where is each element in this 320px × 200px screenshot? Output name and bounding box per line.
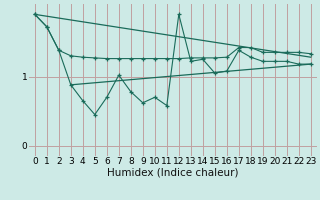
X-axis label: Humidex (Indice chaleur): Humidex (Indice chaleur) [107,168,238,178]
